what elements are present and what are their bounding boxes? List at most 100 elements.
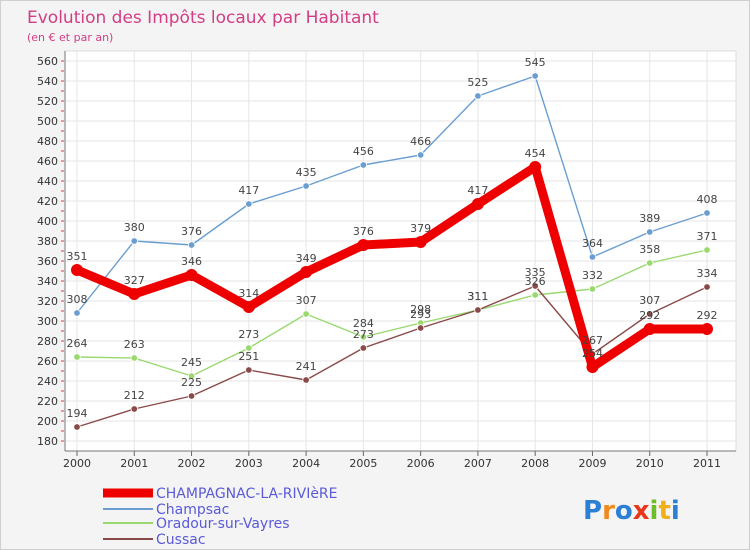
data-label: 389 <box>639 212 660 225</box>
x-tick-label: 2004 <box>292 457 320 470</box>
data-label: 245 <box>181 356 202 369</box>
data-label: 292 <box>639 309 660 322</box>
data-label: 545 <box>525 56 546 69</box>
logo-letter: P <box>583 496 602 526</box>
logo-letter: x <box>633 496 650 526</box>
data-label: 364 <box>582 237 603 250</box>
data-label: 380 <box>124 221 145 234</box>
x-tick-label: 2007 <box>464 457 492 470</box>
data-point <box>187 392 196 400</box>
data-label: 267 <box>582 334 603 347</box>
data-label: 264 <box>67 337 88 350</box>
data-point <box>359 161 368 169</box>
data-label: 379 <box>410 222 431 235</box>
data-point <box>242 301 255 313</box>
y-tick-label: 340 <box>37 275 58 288</box>
x-tick-label: 2008 <box>521 457 549 470</box>
y-tick-label: 220 <box>37 395 58 408</box>
data-label: 254 <box>582 347 603 360</box>
x-tick-label: 2009 <box>578 457 606 470</box>
data-point <box>646 259 654 267</box>
data-label: 417 <box>467 184 488 197</box>
data-point <box>245 366 253 374</box>
data-label: 311 <box>467 290 488 303</box>
y-tick-label: 440 <box>37 175 58 188</box>
data-point <box>359 333 368 341</box>
data-label: 346 <box>181 255 202 268</box>
series-line-0 <box>72 162 712 372</box>
data-point <box>703 283 711 291</box>
y-tick-label: 240 <box>37 375 58 388</box>
x-tick-label: 2006 <box>407 457 435 470</box>
chart-title: Evolution des Impôts locaux par Habitant <box>27 8 379 28</box>
data-label: 376 <box>353 225 374 238</box>
data-point <box>643 323 656 335</box>
data-label: 435 <box>296 166 317 179</box>
data-point <box>302 182 310 190</box>
data-label: 308 <box>67 293 88 306</box>
data-label: 456 <box>353 145 374 158</box>
x-tick-label: 2003 <box>235 457 263 470</box>
data-label: 454 <box>525 147 546 160</box>
data-point <box>245 344 253 352</box>
y-tick-label: 520 <box>37 95 58 108</box>
data-label: 417 <box>238 184 259 197</box>
data-point <box>73 309 81 317</box>
data-label: 349 <box>296 252 317 265</box>
data-point <box>529 161 542 173</box>
data-label: 314 <box>238 287 259 300</box>
data-point <box>359 344 368 352</box>
data-point <box>300 266 313 278</box>
x-tick-label: 2010 <box>636 457 664 470</box>
data-point <box>130 405 138 413</box>
data-label: 327 <box>124 274 145 287</box>
data-label: 241 <box>296 360 317 373</box>
data-point <box>701 323 713 335</box>
y-tick-label: 540 <box>37 75 58 88</box>
data-label: 251 <box>238 350 259 363</box>
data-point <box>73 353 81 361</box>
legend-label: CHAMPAGNAC-LA-RIVIèRE <box>156 486 338 502</box>
x-tick-label: 2002 <box>178 457 206 470</box>
data-point <box>245 200 253 208</box>
series-line-3 <box>76 285 708 428</box>
data-label: 194 <box>67 407 88 420</box>
y-tick-label: 380 <box>37 235 58 248</box>
data-point <box>646 228 654 236</box>
data-point <box>130 237 138 245</box>
data-point <box>185 269 198 281</box>
y-tick-label: 180 <box>37 435 58 448</box>
data-label: 525 <box>467 76 488 89</box>
data-label: 311 <box>467 290 488 303</box>
data-point <box>357 239 370 251</box>
data-point <box>531 282 539 290</box>
proxiti-logo: Proxiti <box>583 496 680 526</box>
data-point <box>531 291 539 299</box>
legend-label: Champsac <box>156 502 229 518</box>
data-label: 466 <box>410 135 431 148</box>
data-point <box>130 354 138 362</box>
data-point <box>474 92 482 100</box>
legend-label: Cussac <box>156 532 206 548</box>
data-label: 298 <box>410 303 431 316</box>
data-point <box>531 72 539 80</box>
data-point <box>586 361 599 373</box>
data-point <box>471 198 484 210</box>
y-tick-label: 200 <box>37 415 58 428</box>
data-label: 225 <box>181 376 202 389</box>
data-label: 263 <box>124 338 145 351</box>
data-label: 273 <box>353 328 374 341</box>
y-tick-label: 420 <box>37 195 58 208</box>
data-point <box>703 246 711 254</box>
logo-letter: i <box>650 496 659 526</box>
y-tick-label: 400 <box>37 215 58 228</box>
y-tick-label: 460 <box>37 155 58 168</box>
data-label: 326 <box>525 275 546 288</box>
plot-area <box>64 50 737 452</box>
y-tick-label: 360 <box>37 255 58 268</box>
data-label: 351 <box>67 250 88 263</box>
logo-letter: t <box>658 496 670 526</box>
data-label: 273 <box>238 328 259 341</box>
data-point <box>73 423 81 431</box>
